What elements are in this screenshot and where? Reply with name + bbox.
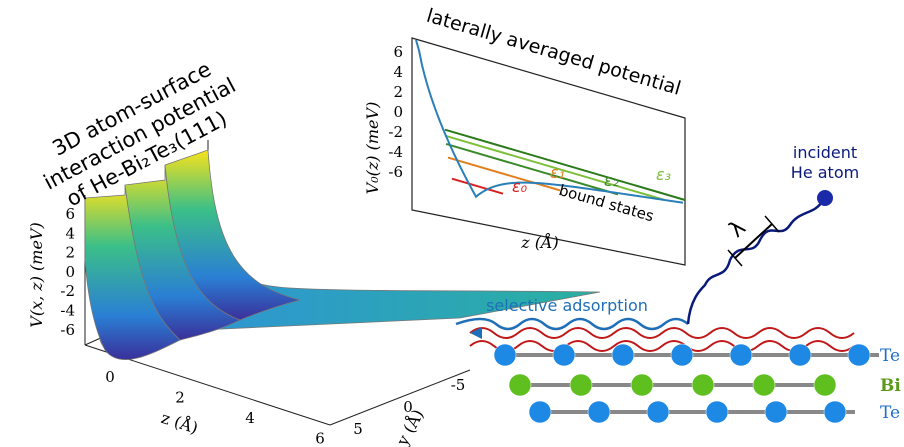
- inset: laterally averaged potential6420-2-4-6V₀…: [363, 5, 686, 266]
- wave: [469, 327, 855, 339]
- z-tick-label: 2: [175, 389, 185, 407]
- atom: [670, 343, 694, 367]
- v-axis-label: V₀(z) (meV): [363, 102, 382, 195]
- v-tick-label: 6: [393, 43, 403, 61]
- adsorbed-wave: [455, 317, 689, 331]
- v-tick-label: -2: [388, 123, 403, 141]
- adsorption-label: selective adsorption: [486, 296, 648, 315]
- atom: [569, 373, 593, 397]
- v-tick-label: -4: [388, 143, 403, 161]
- v-tick-label: 6: [65, 205, 75, 223]
- atom: [764, 400, 788, 424]
- level-line: [444, 134, 666, 202]
- v-tick-label: 0: [65, 263, 75, 281]
- y-axis-label: y (Å): [391, 406, 427, 447]
- atom: [691, 373, 715, 397]
- atom: [508, 373, 532, 397]
- level-label: ε₀: [512, 177, 528, 196]
- atom: [788, 343, 812, 367]
- v-tick-label: -6: [388, 163, 403, 181]
- level-line: [447, 156, 561, 192]
- level-line: [451, 177, 504, 195]
- level-line: [444, 128, 686, 201]
- y-tick-label: -5: [451, 376, 466, 394]
- lambda-tick: [764, 215, 780, 233]
- layer-label: Te: [880, 403, 900, 423]
- z-tick-label: 6: [315, 430, 325, 447]
- inset-frame: [411, 37, 686, 266]
- v-tick-label: 2: [65, 244, 75, 262]
- atom: [493, 343, 517, 367]
- y-tick-label: 5: [353, 420, 363, 438]
- incident-label: He atom: [791, 163, 859, 182]
- level-label: ε₁: [550, 163, 565, 182]
- level-label: ε₂: [604, 171, 620, 190]
- z-axis-label: z (Å): [159, 407, 201, 438]
- z-tick-label: 0: [105, 368, 115, 386]
- he-atom: [817, 190, 833, 206]
- lambda-arrow: [734, 223, 773, 259]
- atom: [552, 343, 576, 367]
- atom: [611, 343, 635, 367]
- layer-label: Te: [880, 346, 900, 366]
- arrow-head: [470, 327, 482, 339]
- wave: [469, 340, 855, 352]
- level-label: ε₃: [656, 165, 671, 184]
- atom: [646, 400, 670, 424]
- v-tick-label: 4: [393, 63, 403, 81]
- atom: [729, 343, 753, 367]
- atom: [587, 400, 611, 424]
- atom: [630, 373, 654, 397]
- v-tick-label: -2: [60, 282, 75, 300]
- atom: [847, 343, 871, 367]
- atom: [528, 400, 552, 424]
- potential-curve: [415, 39, 684, 204]
- layer-label: Bi: [880, 376, 901, 396]
- v-tick-label: 0: [393, 103, 403, 121]
- y-tick-label: 0: [403, 398, 413, 416]
- z-tick-label: 4: [245, 409, 255, 427]
- wavelength-label: λ: [724, 216, 750, 243]
- atom: [823, 400, 847, 424]
- v-axis-label: V(x, z) (meV): [27, 222, 46, 327]
- atom: [752, 373, 776, 397]
- lambda-tick: [727, 249, 743, 267]
- v-tick-label: -4: [60, 302, 75, 320]
- v-tick-label: 2: [393, 83, 403, 101]
- z-axis-label: z (Å): [520, 232, 559, 252]
- level-line: [445, 143, 619, 196]
- v-tick-label: -6: [60, 321, 75, 339]
- atom: [813, 373, 837, 397]
- he-wave: [686, 199, 825, 325]
- incident-label: incident: [793, 143, 857, 162]
- atom: [705, 400, 729, 424]
- potential-surface: [84, 149, 601, 360]
- v-tick-label: 4: [65, 224, 75, 242]
